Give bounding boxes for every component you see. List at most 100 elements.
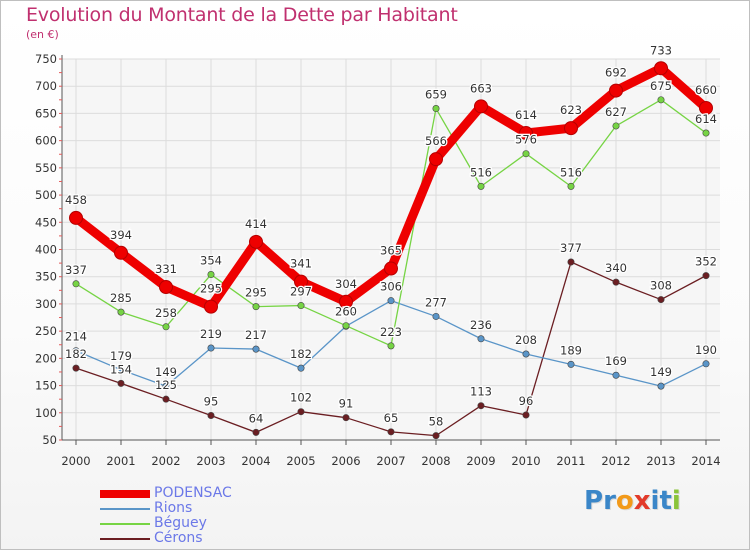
data-point [522, 150, 530, 158]
data-label: 179 [110, 349, 132, 363]
data-point [72, 280, 80, 288]
data-point [114, 245, 128, 260]
data-label: 414 [245, 217, 267, 231]
y-tick-label: 550 [35, 161, 57, 175]
data-point [249, 234, 263, 249]
data-label: 663 [470, 81, 492, 95]
chart-unit-label: (en €) [26, 28, 59, 41]
data-label: 285 [110, 291, 132, 305]
logo-letter: i [671, 486, 681, 516]
data-label: 182 [65, 347, 87, 361]
data-point [297, 302, 305, 310]
data-point [612, 371, 620, 379]
data-point [522, 411, 530, 419]
data-point [564, 121, 578, 136]
data-point [162, 382, 170, 390]
legend-item-beguey: Béguey [100, 515, 300, 531]
y-tick-label: 500 [35, 188, 57, 202]
data-point [657, 96, 665, 104]
data-point [204, 299, 218, 314]
data-label: 516 [470, 165, 492, 179]
data-label: 96 [519, 394, 534, 408]
data-point [117, 308, 125, 316]
data-point [429, 152, 443, 167]
series-crons [72, 258, 710, 440]
data-label: 259 [335, 305, 357, 319]
legend-swatch-beguey [100, 523, 150, 525]
data-point [252, 345, 260, 353]
y-tick-label: 350 [35, 270, 57, 284]
legend-swatch-cerons [100, 538, 150, 540]
data-point [69, 210, 83, 225]
legend-item-rions: Rions [100, 500, 300, 516]
data-point [162, 323, 170, 331]
data-point [159, 280, 173, 295]
data-label: 365 [380, 244, 402, 258]
y-tick-label: 200 [35, 351, 57, 365]
data-label: 149 [650, 365, 672, 379]
data-label: 566 [425, 134, 447, 148]
data-label: 306 [380, 280, 402, 294]
x-tick-label: 2014 [691, 454, 720, 468]
data-label: 354 [200, 254, 222, 268]
y-tick-label: 300 [35, 297, 57, 311]
data-point [342, 322, 350, 330]
data-label: 64 [249, 411, 264, 425]
x-tick-label: 2005 [286, 454, 315, 468]
data-label: 614 [695, 112, 717, 126]
data-point [207, 412, 215, 420]
data-label: 208 [515, 333, 537, 347]
data-point [474, 99, 488, 114]
data-label: 660 [695, 83, 717, 97]
data-point [162, 395, 170, 403]
data-point [432, 312, 440, 320]
data-point [117, 379, 125, 387]
data-label: 260 [335, 305, 357, 319]
data-label: 102 [290, 391, 312, 405]
data-label: 58 [429, 415, 444, 429]
legend-swatch-podensac [100, 490, 150, 498]
data-point [207, 271, 215, 279]
y-tick-label: 50 [42, 433, 57, 447]
data-point [612, 278, 620, 286]
data-label: 614 [515, 108, 537, 122]
x-tick-label: 2009 [466, 454, 495, 468]
legend-label: Rions [154, 500, 193, 516]
data-point [699, 100, 713, 115]
data-point [702, 129, 710, 137]
logo-letter: P [584, 486, 604, 516]
data-point [252, 428, 260, 436]
x-tick-label: 2006 [331, 454, 360, 468]
data-label: 659 [425, 88, 447, 102]
logo-letter: o [615, 486, 634, 516]
data-label: 394 [110, 228, 132, 242]
x-tick-label: 2010 [511, 454, 540, 468]
data-label: 295 [200, 282, 222, 296]
data-point [297, 364, 305, 372]
data-point [432, 432, 440, 440]
data-point [567, 360, 575, 368]
data-label: 297 [290, 285, 312, 299]
data-point [72, 364, 80, 372]
proxiti-logo: Proxiti [584, 486, 681, 516]
data-point [657, 296, 665, 304]
x-tick-label: 2012 [601, 454, 630, 468]
data-label: 340 [605, 261, 627, 275]
data-point [477, 402, 485, 410]
data-point [522, 350, 530, 358]
data-label: 214 [65, 330, 87, 344]
data-label: 154 [110, 362, 132, 376]
y-tick-label: 750 [35, 52, 57, 66]
logo-letter: x [633, 486, 651, 516]
legend-label: Cérons [154, 530, 203, 546]
data-point [519, 126, 533, 141]
data-label: 258 [155, 306, 177, 320]
x-tick-label: 2011 [556, 454, 585, 468]
data-label: 65 [384, 411, 399, 425]
chart-legend: PODENSAC Rions Béguey Cérons [100, 485, 300, 546]
y-tick-label: 250 [35, 324, 57, 338]
data-label: 331 [155, 262, 177, 276]
y-tick-label: 400 [35, 243, 57, 257]
y-tick-label: 600 [35, 134, 57, 148]
